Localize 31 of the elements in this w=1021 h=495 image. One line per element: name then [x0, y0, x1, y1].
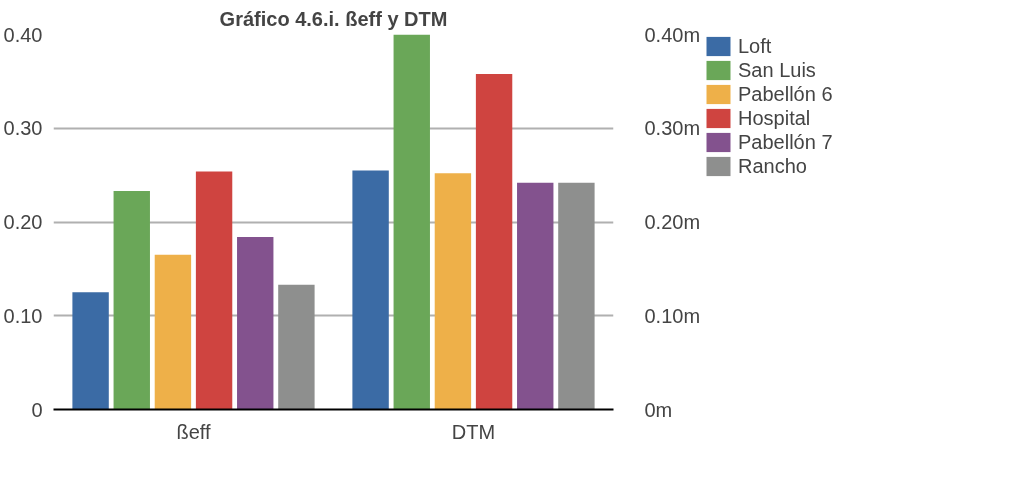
- legend-label: Rancho: [738, 154, 807, 178]
- y-tick-label: 0.30: [3, 117, 43, 140]
- chart-title: Gráfico 4.6.i. ßeff y DTM: [219, 7, 448, 30]
- legend-label: Pabellón 6: [738, 82, 833, 106]
- legend-label: Hospital: [738, 106, 811, 130]
- y2-tick-label: 0.40m: [644, 23, 701, 46]
- y2-tick-label: 0.30m: [644, 117, 701, 140]
- bar: [278, 284, 315, 410]
- y-tick-label: 0.40: [3, 23, 43, 46]
- bar: [195, 171, 233, 410]
- x-tick-label: ßeff: [176, 420, 211, 443]
- bar: [237, 237, 274, 410]
- y-tick-label: 0.20: [3, 211, 43, 233]
- bar: [517, 182, 554, 410]
- bar: [72, 292, 109, 410]
- legend-label: Pabellón 7: [738, 130, 833, 154]
- bar: [154, 254, 192, 410]
- y-tick-label: 0: [31, 398, 43, 421]
- bar: [475, 73, 513, 410]
- bar: [113, 191, 150, 410]
- y-tick-label: 0.10: [3, 304, 43, 327]
- bar: [558, 182, 595, 410]
- legend-label: San Luis: [738, 58, 816, 82]
- x-tick-label: DTM: [451, 420, 496, 443]
- y2-tick-label: 0m: [644, 398, 673, 421]
- y2-tick-label: 0.10m: [644, 304, 701, 327]
- bar: [393, 34, 430, 410]
- legend-label: Loft: [738, 34, 772, 58]
- bar: [352, 170, 389, 410]
- y2-tick-label: 0.20m: [644, 211, 701, 233]
- bar: [434, 173, 472, 410]
